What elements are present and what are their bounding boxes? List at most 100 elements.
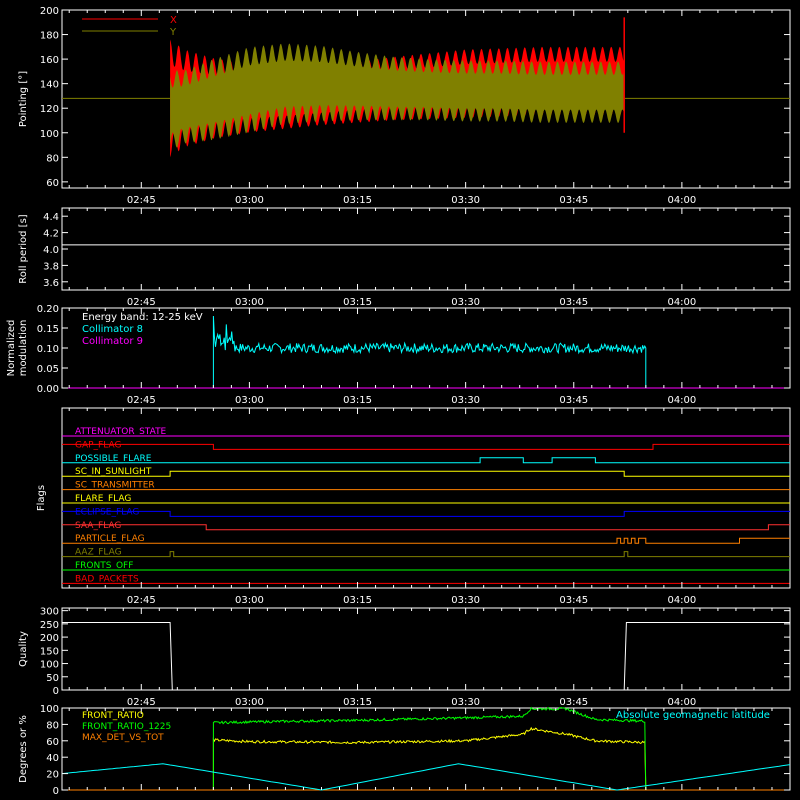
y-axis-label: Degrees or % <box>18 715 29 783</box>
y-tick-label: 150 <box>40 646 59 657</box>
y-tick-label: 80 <box>46 720 59 731</box>
y-tick-label: 140 <box>40 80 59 91</box>
x-tick-label: 03:45 <box>559 595 588 606</box>
x-tick-label: 02:45 <box>127 297 156 308</box>
y-axis-label: Pointing [°] <box>18 71 29 127</box>
series-front-ratio <box>212 726 647 791</box>
flag-label: ECLIPSE_FLAG <box>75 507 139 517</box>
y-tick-label: 100 <box>40 704 59 715</box>
y-tick-label: 0.00 <box>37 384 59 395</box>
flag-label: PARTICLE_FLAG <box>75 534 145 544</box>
y-tick-label: 50 <box>46 673 59 684</box>
flag-label: SAA_FLAG <box>75 521 121 531</box>
y-tick-label: 180 <box>40 31 59 42</box>
legend-label-x: X <box>170 15 177 26</box>
y-tick-label: 0.15 <box>37 324 59 335</box>
legend-label-geomagnetic-latitude: Absolute geomagnetic latitude <box>616 710 770 721</box>
x-tick-label: 03:45 <box>559 297 588 308</box>
x-tick-label: 03:00 <box>235 297 264 308</box>
y-tick-label: 20 <box>46 770 59 781</box>
y-tick-label: 200 <box>40 6 59 17</box>
x-tick-label: 02:45 <box>127 395 156 406</box>
y-axis-label: Quality <box>18 631 29 667</box>
x-tick-label: 03:30 <box>451 297 480 308</box>
panel-frame-4 <box>61 407 791 589</box>
y-axis-label: Flags <box>36 485 47 511</box>
x-tick-label: 03:00 <box>235 697 264 708</box>
flag-label: GAP_FLAG <box>75 440 121 450</box>
flag-label: SC_TRANSMITTER <box>75 481 155 491</box>
flag-line <box>62 524 790 531</box>
x-tick-label: 03:45 <box>559 697 588 708</box>
legend-label-collimator: Collimator 8 <box>82 324 143 335</box>
x-tick-label: 03:30 <box>451 697 480 708</box>
flag-line <box>62 537 790 544</box>
x-tick-label: 03:45 <box>559 195 588 206</box>
x-tick-label: 03:15 <box>343 195 372 206</box>
y-tick-label: 0.05 <box>37 364 59 375</box>
y-axis-label: Normalized <box>6 320 17 377</box>
flag-label: FRONTS_OFF <box>75 561 133 571</box>
y-tick-label: 100 <box>40 660 59 671</box>
flag-line <box>62 457 790 464</box>
quality-line <box>62 622 790 691</box>
y-tick-label: 60 <box>46 737 59 748</box>
y-tick-label: 4.2 <box>43 229 59 240</box>
y-tick-label: 3.8 <box>43 261 59 272</box>
y-axis-label: Roll period [s] <box>18 214 29 283</box>
y-tick-label: 4.4 <box>43 212 59 223</box>
y-tick-label: 100 <box>40 129 59 140</box>
y-tick-label: 250 <box>40 620 59 631</box>
x-tick-label: 04:00 <box>667 395 696 406</box>
x-tick-label: 04:00 <box>667 595 696 606</box>
energy-band-annotation: Energy band: 12-25 keV <box>82 312 203 323</box>
y-tick-label: 160 <box>40 55 59 66</box>
y-tick-label: 200 <box>40 633 59 644</box>
x-tick-label: 03:15 <box>343 395 372 406</box>
x-tick-label: 04:00 <box>667 195 696 206</box>
flag-line <box>62 443 790 450</box>
flag-label: SC_IN_SUNLIGHT <box>75 467 152 477</box>
series-y-envelope <box>170 43 625 148</box>
flag-label: ATTENUATOR_STATE <box>75 427 167 437</box>
x-tick-label: 03:30 <box>451 595 480 606</box>
y-tick-label: 3.6 <box>43 278 59 289</box>
x-tick-label: 03:15 <box>343 697 372 708</box>
flag-line <box>62 470 790 477</box>
flag-line <box>62 510 790 517</box>
x-tick-label: 03:30 <box>451 195 480 206</box>
legend-label-ratio: FRONT_RATIO_1225 <box>82 722 171 732</box>
x-tick-label: 02:45 <box>127 697 156 708</box>
y-tick-label: 4.0 <box>43 245 59 256</box>
y-tick-label: 0.20 <box>37 304 59 315</box>
x-tick-label: 03:15 <box>343 595 372 606</box>
legend-label-y: Y <box>169 27 177 38</box>
x-tick-label: 04:00 <box>667 297 696 308</box>
x-tick-label: 03:15 <box>343 297 372 308</box>
legend-label-ratio: FRONT_RATIO <box>82 711 144 721</box>
y-tick-label: 0 <box>53 786 59 797</box>
y-tick-label: 300 <box>40 607 59 618</box>
legend-label-collimator: Collimator 9 <box>82 336 143 347</box>
flag-label: BAD_PACKETS <box>75 574 139 584</box>
y-tick-label: 0.10 <box>37 344 59 355</box>
x-tick-label: 04:00 <box>667 697 696 708</box>
x-tick-label: 03:45 <box>559 395 588 406</box>
x-tick-label: 03:00 <box>235 395 264 406</box>
panel-frame-1 <box>61 9 791 189</box>
y-axis-label: modulation <box>18 320 29 377</box>
flag-label: POSSIBLE_FLARE <box>75 454 152 464</box>
x-tick-label: 03:30 <box>451 395 480 406</box>
x-tick-label: 03:00 <box>235 595 264 606</box>
series-absolute-geomagnetic-latitude <box>61 763 791 791</box>
flag-label: FLARE_FLAG <box>75 494 131 504</box>
x-tick-label: 02:45 <box>127 195 156 206</box>
flag-line <box>62 551 790 558</box>
collimator-8-line <box>212 315 647 388</box>
flag-label: AAZ_FLAG <box>75 548 122 558</box>
x-tick-label: 02:45 <box>127 595 156 606</box>
y-tick-label: 60 <box>46 178 59 189</box>
y-tick-label: 40 <box>46 753 59 764</box>
